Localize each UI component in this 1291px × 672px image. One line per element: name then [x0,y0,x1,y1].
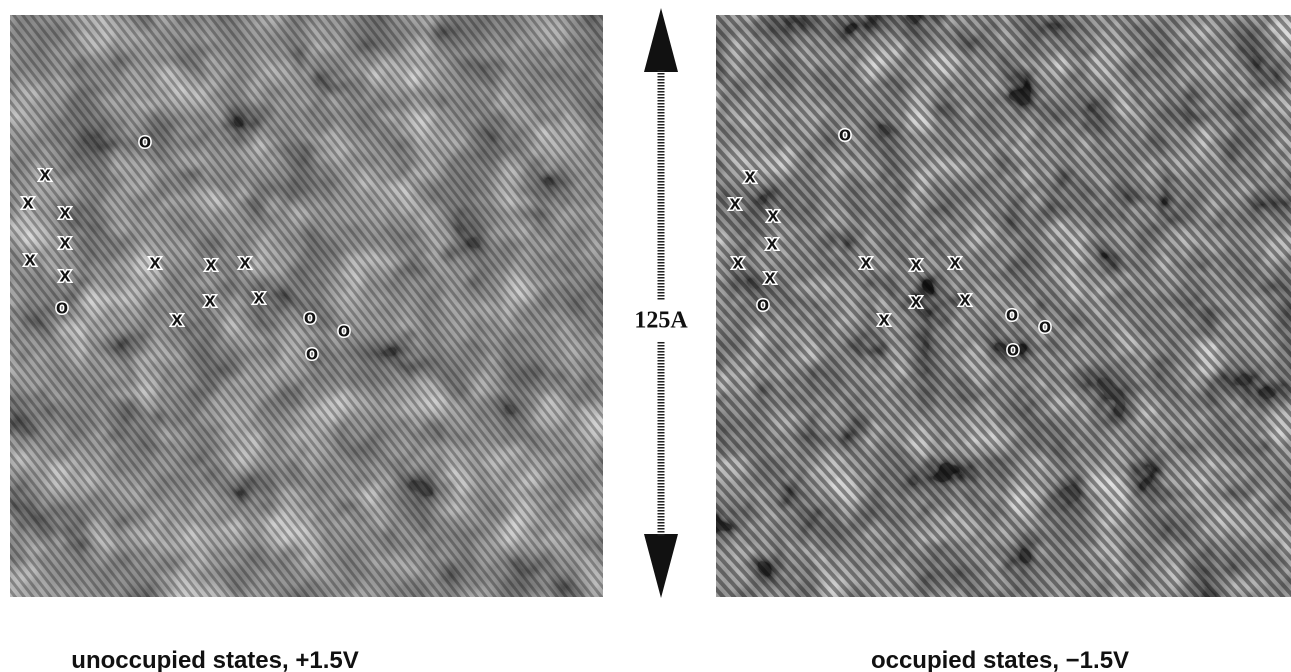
site-marker: x [949,251,960,273]
site-marker: x [204,289,215,311]
caption: unoccupied states, +1.5V [71,647,358,672]
stm-image-right [716,15,1291,597]
scale-label: 125A [634,308,688,334]
site-marker: x [59,231,70,253]
site-marker: x [253,286,264,308]
site-marker: o [1006,303,1018,325]
site-marker: x [959,288,970,310]
site-marker: x [149,251,160,273]
site-marker: x [767,204,778,226]
site-marker: o [757,293,769,315]
site-marker: x [744,165,755,187]
site-marker: x [764,266,775,288]
site-marker: x [766,232,777,254]
figure: 125A unoccupied states, +1.5V occupied s… [0,0,1291,672]
site-marker: o [839,123,851,145]
site-marker: o [56,296,68,318]
scale-bar: 125A [634,8,688,598]
site-marker: o [1039,315,1051,337]
site-marker: x [729,192,740,214]
site-marker: x [910,253,921,275]
site-marker: x [860,251,871,273]
site-marker: x [171,308,182,330]
caption: occupied states, −1.5V [871,647,1129,672]
site-marker: x [39,163,50,185]
site-marker: x [732,251,743,273]
site-marker: x [205,253,216,275]
site-marker: o [139,130,151,152]
site-marker: x [910,290,921,312]
site-marker: o [1007,338,1019,360]
site-marker: x [878,308,889,330]
site-marker: x [22,191,33,213]
site-marker: o [338,319,350,341]
site-marker: x [59,264,70,286]
site-marker: o [304,306,316,328]
site-marker: x [239,251,250,273]
site-marker: o [306,342,318,364]
site-marker: x [59,201,70,223]
site-marker: x [24,248,35,270]
